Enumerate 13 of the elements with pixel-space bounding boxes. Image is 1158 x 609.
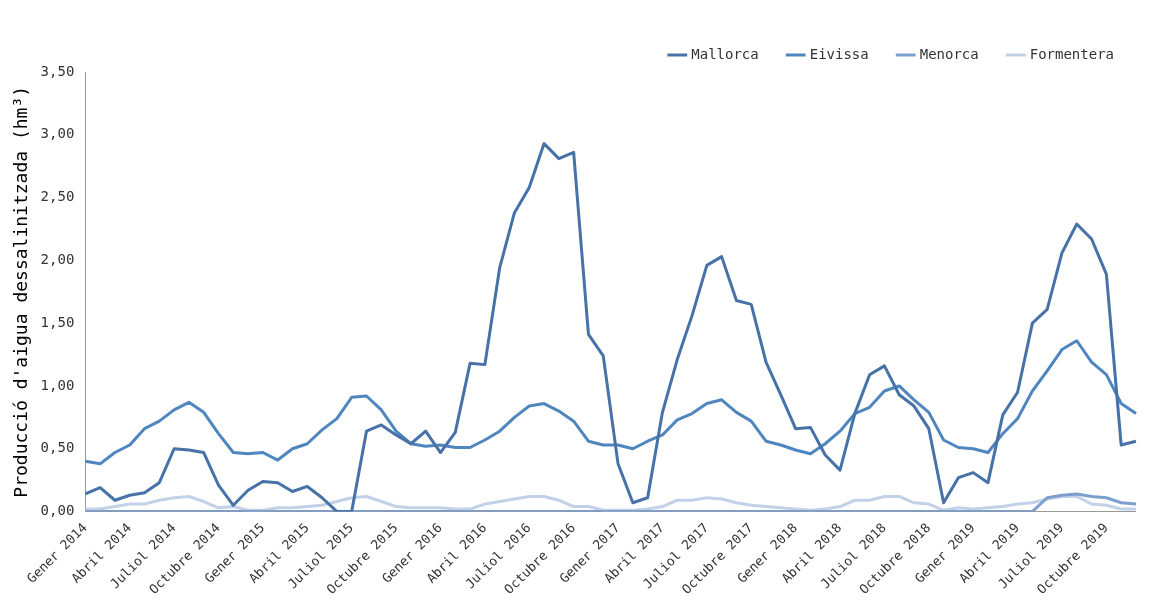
y-tick-label: 2,50 [40,188,75,205]
y-tick-label: 0,50 [40,439,75,456]
y-axis-title: Producció d'aigua dessalinitzada (hm³) [10,85,32,498]
y-tick-label: 2,00 [40,251,75,268]
y-tick-label: 0,00 [40,502,75,519]
y-tick-label: 1,00 [40,376,75,393]
legend-label: Formentera [1029,45,1115,62]
y-tick-label: 3,00 [40,125,75,142]
legend-label: Menorca [919,45,979,62]
legend-label: Eivissa [809,45,869,62]
y-tick-label: 1,50 [40,313,75,330]
legend-label: Mallorca [691,45,759,62]
y-tick-label: 3,50 [40,62,75,79]
